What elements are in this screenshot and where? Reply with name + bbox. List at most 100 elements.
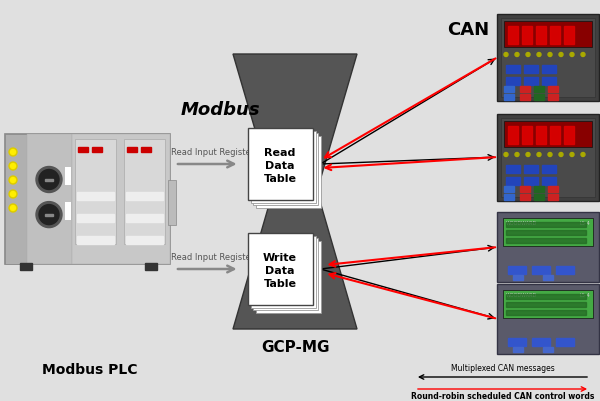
Bar [504, 194, 514, 200]
FancyBboxPatch shape [497, 213, 599, 282]
Circle shape [548, 153, 552, 157]
Bar [532, 266, 550, 274]
Bar [534, 86, 544, 92]
FancyBboxPatch shape [497, 114, 599, 201]
Bar [520, 94, 530, 100]
Circle shape [504, 53, 508, 57]
Text: Read Input Registers: Read Input Registers [171, 148, 259, 157]
Bar [520, 194, 530, 200]
Text: WOODWARD: WOODWARD [506, 293, 537, 298]
Circle shape [581, 153, 585, 157]
Circle shape [504, 153, 508, 157]
Circle shape [36, 167, 62, 193]
Bar [126, 237, 163, 244]
Circle shape [9, 205, 17, 213]
Bar [77, 237, 114, 244]
Text: Read Input Registers: Read Input Registers [171, 252, 259, 261]
FancyBboxPatch shape [124, 140, 165, 244]
FancyBboxPatch shape [251, 132, 316, 203]
FancyBboxPatch shape [504, 21, 592, 47]
Circle shape [9, 149, 17, 157]
Bar [508, 126, 518, 144]
Bar [534, 94, 544, 100]
Bar [550, 126, 560, 144]
Bar [534, 186, 544, 192]
Circle shape [570, 53, 574, 57]
Bar [536, 26, 546, 45]
Circle shape [9, 162, 17, 170]
Text: Table: Table [263, 174, 296, 184]
Circle shape [36, 202, 62, 228]
FancyBboxPatch shape [248, 129, 313, 200]
Bar [508, 266, 526, 274]
Bar [513, 275, 523, 280]
Circle shape [9, 190, 17, 198]
Circle shape [526, 153, 530, 157]
Bar [520, 86, 530, 92]
Circle shape [581, 53, 585, 57]
Bar [524, 65, 538, 73]
Bar [127, 148, 137, 153]
FancyBboxPatch shape [248, 233, 313, 305]
Bar [77, 215, 114, 223]
Text: Read: Read [265, 148, 296, 158]
Bar [508, 338, 526, 346]
Circle shape [9, 176, 17, 184]
Bar [513, 347, 523, 352]
Bar [542, 77, 556, 85]
Bar [532, 338, 550, 346]
Circle shape [11, 178, 16, 183]
Text: Multiplexed CAN messages: Multiplexed CAN messages [451, 363, 554, 372]
Bar [524, 77, 538, 85]
Bar [504, 86, 514, 92]
Bar [522, 126, 532, 144]
Text: Write: Write [263, 252, 297, 262]
Text: GCP-MG: GCP-MG [261, 340, 329, 354]
FancyBboxPatch shape [497, 14, 599, 101]
Circle shape [39, 205, 59, 225]
FancyBboxPatch shape [497, 284, 599, 354]
Bar [506, 177, 520, 185]
Circle shape [559, 153, 563, 157]
Text: WOODWARD: WOODWARD [506, 221, 537, 226]
Circle shape [537, 53, 541, 57]
Text: L5-4: L5-4 [579, 221, 590, 226]
Bar [548, 86, 558, 92]
Circle shape [11, 206, 16, 211]
Bar [506, 239, 586, 243]
Bar [506, 231, 586, 235]
Bar [506, 165, 520, 173]
Bar [92, 148, 102, 153]
FancyBboxPatch shape [168, 180, 176, 225]
Bar [542, 65, 556, 73]
Bar [556, 338, 574, 346]
Bar [543, 347, 553, 352]
FancyBboxPatch shape [75, 140, 116, 244]
Text: L5-4: L5-4 [579, 293, 590, 298]
FancyBboxPatch shape [253, 239, 317, 310]
FancyBboxPatch shape [65, 167, 71, 185]
Circle shape [559, 53, 563, 57]
Text: Data: Data [265, 265, 295, 275]
Text: CAN: CAN [447, 21, 489, 39]
Text: Modbus PLC: Modbus PLC [42, 362, 138, 376]
Bar [126, 192, 163, 200]
Bar [508, 26, 518, 45]
FancyBboxPatch shape [504, 121, 592, 147]
Circle shape [537, 153, 541, 157]
Bar [536, 126, 546, 144]
Bar [543, 275, 553, 280]
FancyBboxPatch shape [27, 135, 72, 264]
FancyBboxPatch shape [256, 137, 320, 209]
Bar [524, 177, 538, 185]
Bar [548, 186, 558, 192]
FancyBboxPatch shape [253, 134, 317, 205]
Bar [522, 26, 532, 45]
FancyBboxPatch shape [65, 202, 71, 220]
Bar [504, 94, 514, 100]
Text: Table: Table [263, 278, 296, 288]
FancyBboxPatch shape [501, 18, 595, 97]
Bar [45, 179, 53, 181]
FancyBboxPatch shape [501, 118, 595, 197]
FancyBboxPatch shape [5, 135, 170, 264]
